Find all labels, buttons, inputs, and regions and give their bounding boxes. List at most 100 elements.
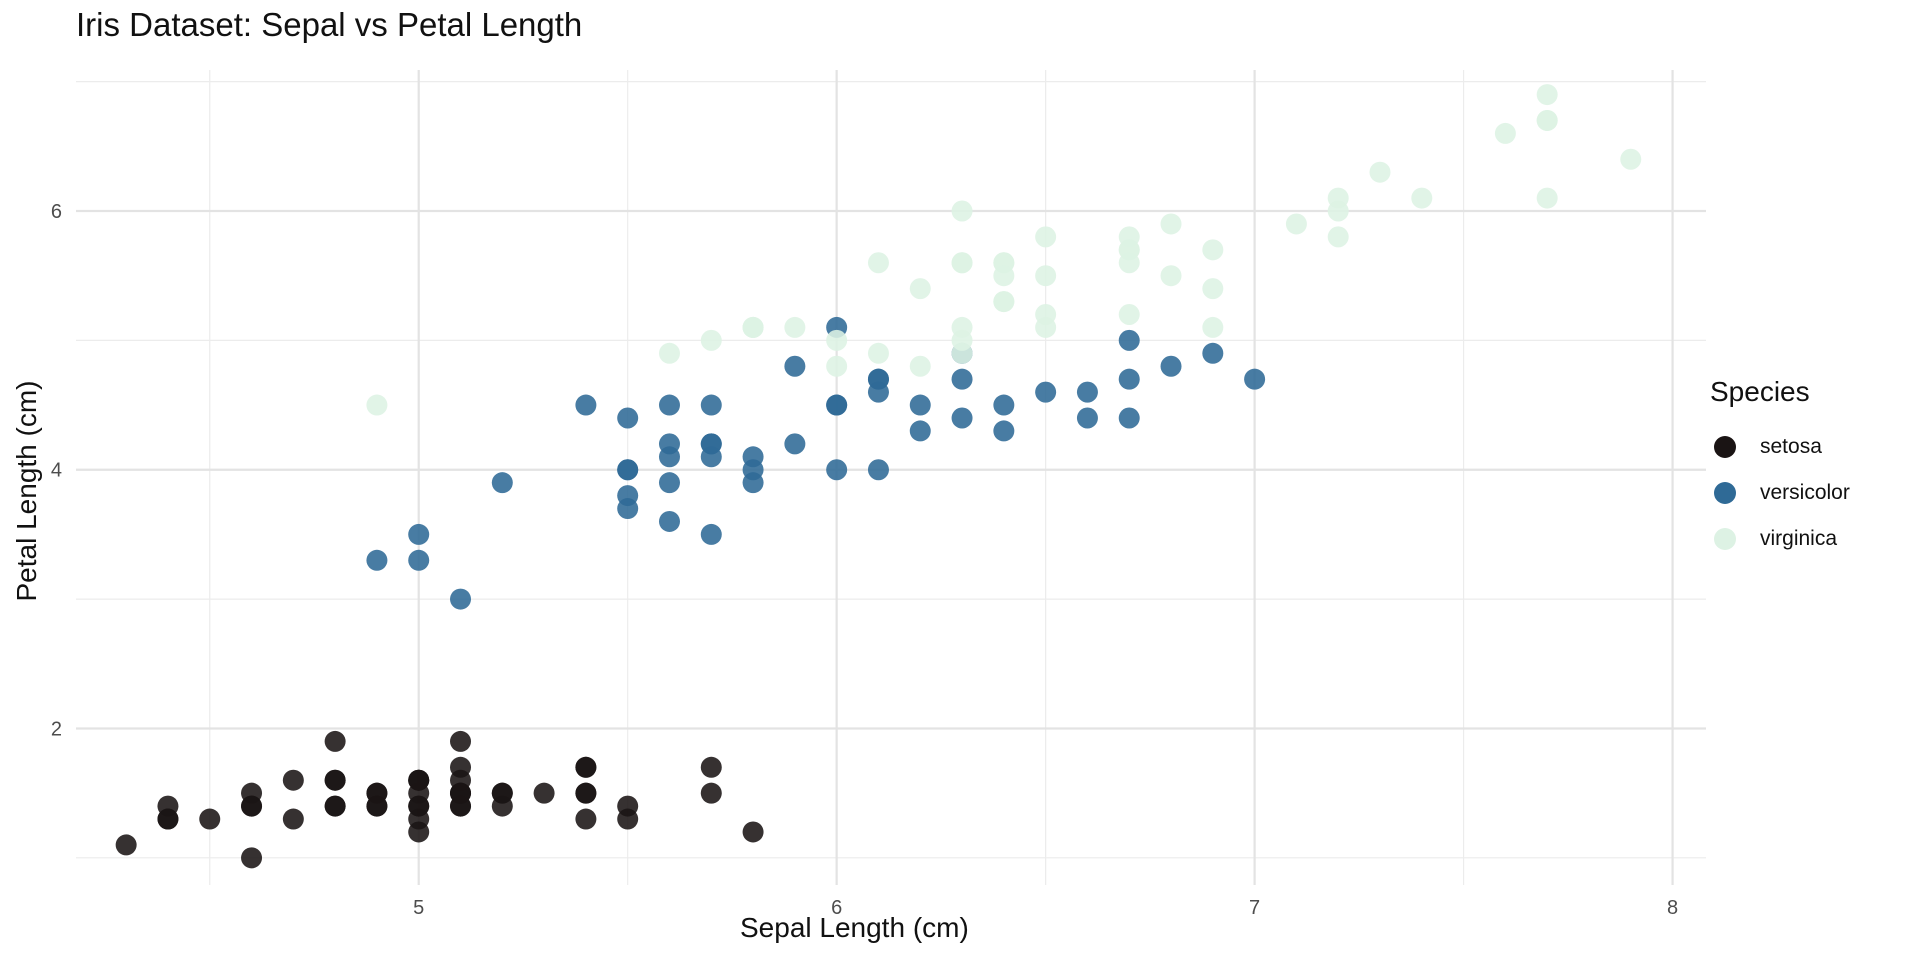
data-point-versicolor <box>658 394 680 416</box>
data-point-setosa <box>115 834 137 856</box>
legend-swatch-versicolor <box>1714 482 1736 504</box>
data-point-virginica <box>1494 122 1516 144</box>
data-point-versicolor <box>784 355 806 377</box>
data-point-virginica <box>1035 304 1057 325</box>
data-point-virginica <box>1035 226 1057 248</box>
legend-item-virginica: virginica <box>1710 516 1850 562</box>
y-axis-label: Petal Length (cm) <box>11 380 42 602</box>
data-point-versicolor <box>658 433 680 455</box>
data-point-virginica <box>909 355 931 377</box>
data-point-virginica <box>1536 84 1558 106</box>
data-point-versicolor <box>909 420 931 442</box>
data-point-virginica <box>867 252 889 274</box>
data-point-setosa <box>700 782 722 804</box>
data-point-setosa <box>450 769 472 791</box>
data-point-versicolor <box>1076 407 1098 429</box>
data-point-versicolor <box>951 407 973 429</box>
chart-title: Iris Dataset: Sepal vs Petal Length <box>76 6 583 43</box>
data-point-virginica <box>1118 239 1140 261</box>
data-point-versicolor <box>993 394 1015 416</box>
data-point-setosa <box>450 730 472 752</box>
x-tick-label: 8 <box>1667 897 1678 919</box>
data-point-versicolor <box>1160 355 1182 377</box>
data-point-versicolor <box>658 510 680 532</box>
data-point-setosa <box>282 808 304 830</box>
x-tick-label: 7 <box>1249 897 1260 919</box>
data-point-versicolor <box>1244 368 1266 390</box>
data-point-setosa <box>491 782 513 804</box>
data-point-versicolor <box>658 472 680 494</box>
data-point-setosa <box>324 769 346 791</box>
data-point-versicolor <box>826 394 848 416</box>
data-point-versicolor <box>993 420 1015 442</box>
data-point-virginica <box>700 329 722 351</box>
data-point-virginica <box>784 316 806 338</box>
data-point-virginica <box>951 252 973 274</box>
data-point-virginica <box>366 394 388 416</box>
y-tick-label: 4 <box>51 460 62 482</box>
data-point-versicolor <box>742 459 764 481</box>
data-point-virginica <box>1285 213 1307 235</box>
data-point-virginica <box>1536 187 1558 209</box>
data-point-virginica <box>826 355 848 377</box>
data-point-setosa <box>157 808 179 830</box>
data-point-versicolor <box>617 498 639 520</box>
x-axis-label: Sepal Length (cm) <box>740 912 969 943</box>
grid <box>76 70 1706 885</box>
data-point-versicolor <box>408 549 430 571</box>
data-point-setosa <box>533 782 555 804</box>
data-point-versicolor <box>1035 381 1057 403</box>
legend-swatch-setosa <box>1714 436 1736 458</box>
data-point-versicolor <box>450 588 472 610</box>
data-point-versicolor <box>867 381 889 403</box>
data-point-versicolor <box>784 433 806 455</box>
data-point-setosa <box>324 730 346 752</box>
data-point-setosa <box>241 795 263 817</box>
data-point-versicolor <box>1202 342 1224 364</box>
data-point-virginica <box>1327 226 1349 248</box>
data-point-virginica <box>1202 316 1224 338</box>
data-point-versicolor <box>826 459 848 481</box>
axis-ticks: 5 6 7 8 2 4 6 <box>51 201 1678 919</box>
data-point-virginica <box>951 329 973 351</box>
legend-swatch-virginica <box>1714 528 1736 550</box>
data-point-versicolor <box>951 368 973 390</box>
y-tick-label: 2 <box>51 718 62 740</box>
data-point-versicolor <box>1076 381 1098 403</box>
data-point-versicolor <box>575 394 597 416</box>
legend-label-setosa: setosa <box>1760 435 1822 458</box>
legend-title: Species <box>1710 376 1810 407</box>
data-point-virginica <box>1202 278 1224 300</box>
data-point-setosa <box>575 756 597 778</box>
legend-label-versicolor: versicolor <box>1760 481 1850 504</box>
data-point-virginica <box>1536 109 1558 131</box>
data-point-versicolor <box>366 549 388 571</box>
data-point-virginica <box>1202 239 1224 261</box>
data-point-setosa <box>408 769 430 791</box>
data-point-virginica <box>1411 187 1433 209</box>
data-point-virginica <box>1118 304 1140 325</box>
data-point-versicolor <box>1118 329 1140 351</box>
data-point-virginica <box>1620 148 1642 170</box>
data-point-virginica <box>826 329 848 351</box>
data-point-virginica <box>909 278 931 300</box>
data-point-setosa <box>366 795 388 817</box>
x-tick-label: 6 <box>831 897 842 919</box>
data-points <box>115 84 1642 869</box>
data-point-virginica <box>742 316 764 338</box>
legend-item-versicolor: versicolor <box>1710 470 1850 516</box>
data-point-virginica <box>1035 265 1057 287</box>
data-point-versicolor <box>867 459 889 481</box>
data-point-virginica <box>951 200 973 222</box>
data-point-virginica <box>993 291 1015 313</box>
data-point-setosa <box>742 821 764 843</box>
data-point-setosa <box>241 847 263 869</box>
legend-label-virginica: virginica <box>1760 527 1838 550</box>
data-point-setosa <box>199 808 221 830</box>
data-point-virginica <box>1160 213 1182 235</box>
data-point-versicolor <box>617 407 639 429</box>
data-point-virginica <box>1160 265 1182 287</box>
legend: Species setosa versicolor virginica <box>1710 376 1850 562</box>
data-point-versicolor <box>909 394 931 416</box>
